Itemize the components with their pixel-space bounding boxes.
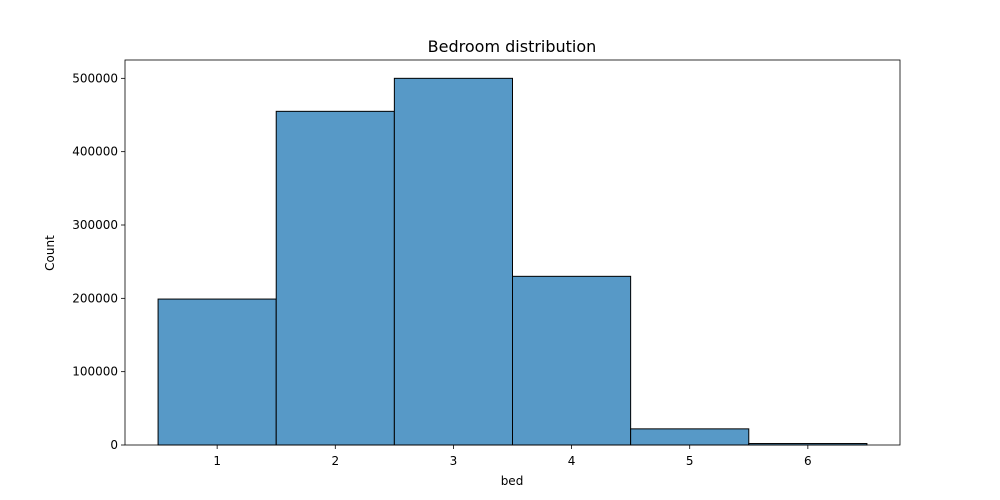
plot-frame — [124, 59, 901, 446]
chart-title: Bedroom distribution — [428, 37, 597, 56]
x-tick-label: 6 — [804, 454, 812, 468]
x-axis-label: bed — [501, 474, 524, 488]
bar-4 — [512, 275, 632, 446]
x-tick-label: 5 — [686, 454, 694, 468]
y-axis-label: Count — [43, 235, 57, 271]
y-tick-label: 300000 — [72, 218, 118, 232]
y-tick-label: 100000 — [72, 365, 118, 379]
y-axis-ticks: 0 100000 200000 300000 400000 500000 — [72, 71, 125, 452]
bars-group — [157, 77, 868, 446]
y-tick-label: 400000 — [72, 145, 118, 159]
bar-1 — [157, 298, 277, 446]
x-tick-label: 1 — [213, 454, 221, 468]
bar-3 — [393, 77, 513, 446]
x-tick-label: 4 — [568, 454, 576, 468]
bar-5 — [630, 428, 750, 446]
y-tick-label: 200000 — [72, 291, 118, 305]
y-tick-label: 500000 — [72, 71, 118, 85]
y-tick-label: 0 — [110, 438, 118, 452]
x-axis-ticks: 1 2 3 4 5 6 — [213, 445, 812, 468]
bar-2 — [275, 110, 395, 446]
x-tick-label: 3 — [450, 454, 458, 468]
x-tick-label: 2 — [331, 454, 339, 468]
